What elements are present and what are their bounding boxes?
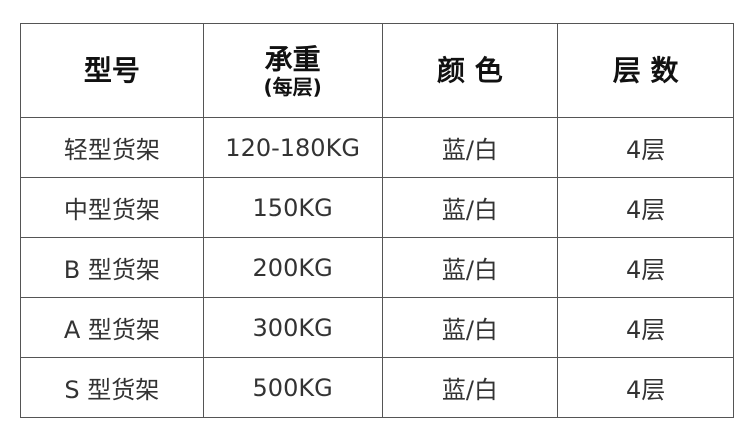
table-row: A 型货架 300KG 蓝/白 4层 bbox=[20, 297, 734, 358]
cell-color: 蓝/白 bbox=[381, 117, 559, 178]
cell-load: 120-180KG bbox=[202, 117, 383, 178]
cell-color: 蓝/白 bbox=[381, 357, 559, 418]
header-color: 颜 色 bbox=[381, 23, 559, 118]
table-row: 中型货架 150KG 蓝/白 4层 bbox=[20, 177, 734, 238]
cell-model: B 型货架 bbox=[20, 237, 204, 298]
cell-model: 中型货架 bbox=[20, 177, 204, 238]
spec-table: 型号 承重 (每层) 颜 色 层 数 轻型货架 120-180KG 蓝/白 4层 中型货架… bbox=[20, 23, 734, 418]
table-row: S 型货架 500KG 蓝/白 4层 bbox=[20, 357, 734, 418]
cell-load: 300KG bbox=[202, 297, 383, 358]
cell-color: 蓝/白 bbox=[381, 237, 559, 298]
cell-model: S 型货架 bbox=[20, 357, 204, 418]
cell-layers: 4层 bbox=[557, 117, 734, 178]
table-row: 轻型货架 120-180KG 蓝/白 4层 bbox=[20, 117, 734, 178]
header-label: 层 数 bbox=[612, 53, 679, 87]
cell-model: 轻型货架 bbox=[20, 117, 204, 178]
header-row: 型号 承重 (每层) 颜 色 层 数 bbox=[20, 23, 734, 118]
header-label: 颜 色 bbox=[437, 53, 503, 87]
table-row: B 型货架 200KG 蓝/白 4层 bbox=[20, 237, 734, 298]
cell-color: 蓝/白 bbox=[381, 177, 559, 238]
cell-model: A 型货架 bbox=[20, 297, 204, 358]
header-sublabel: (每层) bbox=[263, 74, 322, 99]
header-label: 型号 bbox=[83, 53, 140, 87]
cell-color: 蓝/白 bbox=[381, 297, 559, 358]
header-load: 承重 (每层) bbox=[202, 23, 383, 118]
cell-load: 200KG bbox=[202, 237, 383, 298]
cell-load: 500KG bbox=[202, 357, 383, 418]
header-model: 型号 bbox=[20, 23, 204, 118]
header-layers: 层 数 bbox=[557, 23, 734, 118]
cell-layers: 4层 bbox=[557, 237, 734, 298]
cell-layers: 4层 bbox=[557, 177, 734, 238]
cell-layers: 4层 bbox=[557, 297, 734, 358]
header-label: 承重 bbox=[264, 42, 321, 76]
cell-layers: 4层 bbox=[557, 357, 734, 418]
cell-load: 150KG bbox=[202, 177, 383, 238]
